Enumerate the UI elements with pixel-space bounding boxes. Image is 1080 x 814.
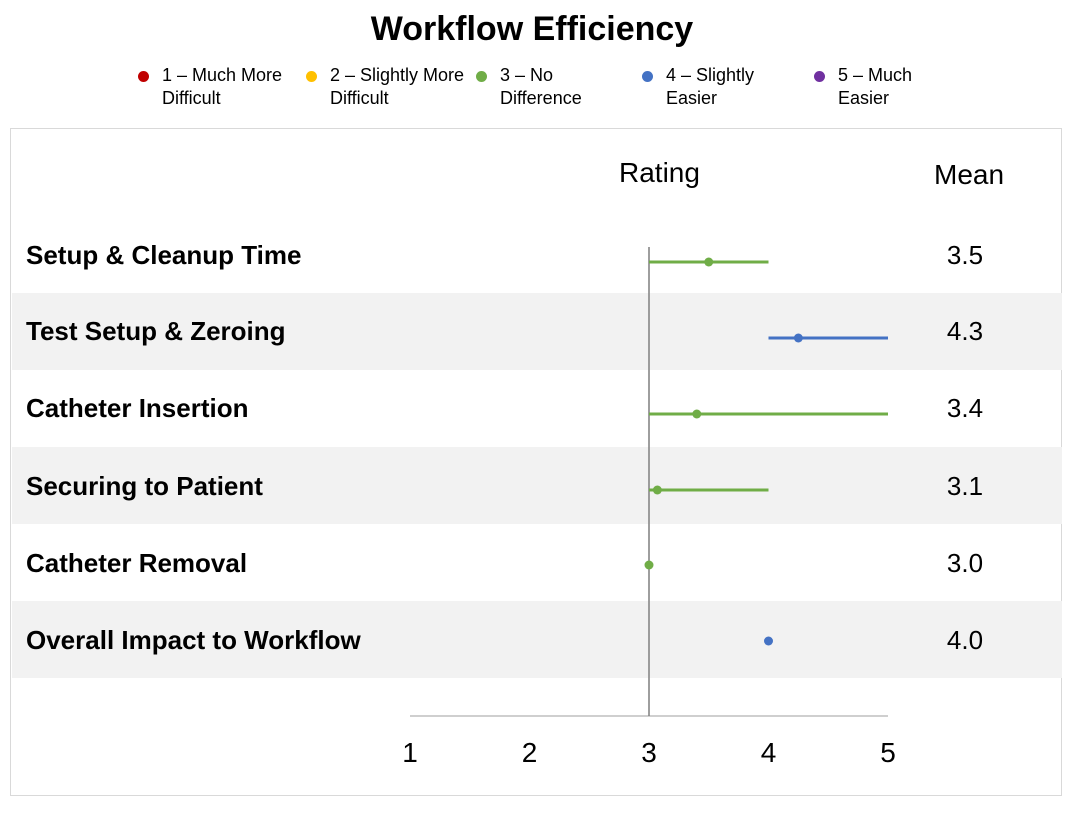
legend-marker-3 bbox=[476, 71, 487, 82]
mean-point bbox=[793, 333, 803, 343]
row-label: Overall Impact to Workflow bbox=[26, 625, 361, 655]
row-band bbox=[12, 447, 1062, 524]
mean-point bbox=[652, 485, 662, 495]
mean-point bbox=[644, 560, 654, 570]
row-label: Catheter Insertion bbox=[26, 393, 249, 423]
legend-label-4: 4 – Slightly Easier bbox=[666, 65, 755, 108]
legend: 1 – Much More Difficult 2 – Slightly Mor… bbox=[0, 64, 1080, 114]
row-label: Setup & Cleanup Time bbox=[26, 240, 302, 270]
row-band bbox=[12, 601, 1062, 678]
mean-point bbox=[704, 257, 714, 267]
chart-title: Workflow Efficiency bbox=[370, 10, 694, 48]
mean-point bbox=[692, 409, 702, 419]
legend-marker-4 bbox=[642, 71, 653, 82]
mean-value: 3.1 bbox=[946, 471, 984, 501]
legend-label-1: 1 – Much More Difficult bbox=[162, 65, 283, 108]
row-label: Securing to Patient bbox=[26, 471, 263, 501]
legend-marker-5 bbox=[814, 71, 825, 82]
legend-label-3: 3 – No Difference bbox=[500, 65, 582, 108]
mean-value: 3.0 bbox=[946, 548, 984, 578]
mean-column-header: Mean bbox=[934, 159, 1005, 190]
x-tick-label: 2 bbox=[522, 737, 538, 768]
row-label: Test Setup & Zeroing bbox=[26, 316, 286, 346]
mean-value: 4.0 bbox=[946, 625, 984, 655]
x-tick-label: 4 bbox=[761, 737, 777, 768]
mean-point bbox=[764, 636, 773, 646]
x-tick-label: 3 bbox=[641, 737, 657, 768]
row-band bbox=[12, 293, 1062, 370]
legend-marker-1 bbox=[138, 71, 149, 82]
mean-value: 3.4 bbox=[946, 393, 984, 423]
mean-value: 4.3 bbox=[946, 316, 984, 346]
rating-column-header: Rating bbox=[619, 157, 700, 188]
legend-label-5: 5 – Much Easier bbox=[838, 65, 913, 108]
row-label: Catheter Removal bbox=[26, 548, 248, 578]
mean-value: 3.5 bbox=[946, 240, 984, 270]
x-tick-label: 5 bbox=[880, 737, 896, 768]
x-tick-label: 1 bbox=[402, 737, 418, 768]
legend-marker-2 bbox=[306, 71, 317, 82]
legend-label-2: 2 – Slightly More Difficult bbox=[330, 65, 465, 108]
